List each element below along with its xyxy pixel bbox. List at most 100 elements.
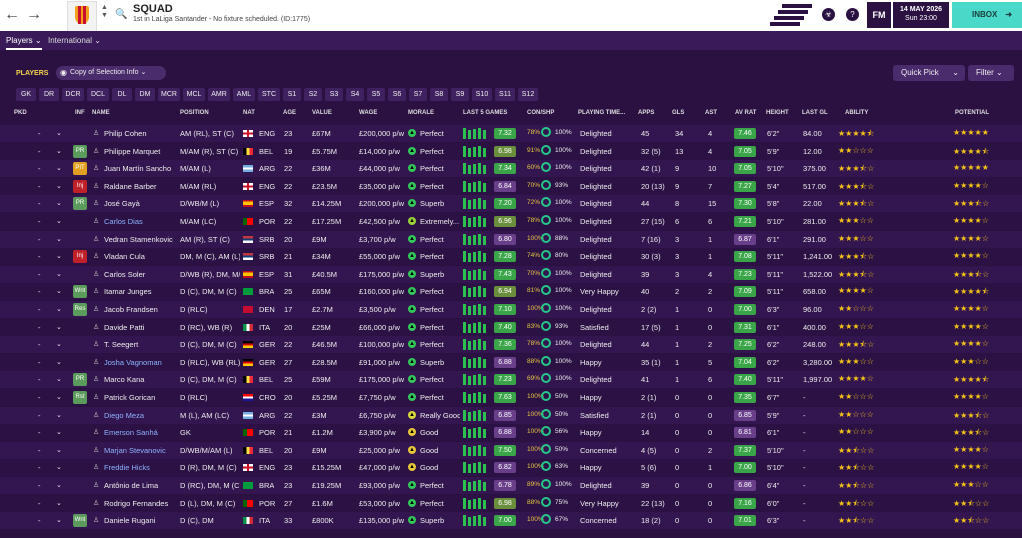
table-row[interactable]: - ⌄ ♙ Vedran Stamenkovic AM (R), ST (C) SRB 20… (0, 230, 1022, 248)
row-dropdown-icon[interactable]: ⌄ (56, 306, 62, 313)
row-dropdown-icon[interactable]: ⌄ (56, 446, 62, 454)
position-button-s12[interactable]: S12 (518, 88, 538, 101)
table-row[interactable]: - ⌄ ♙ Emerson Sanhá GK POR 21 £1.2M £3,900 p/w ▲ G… (0, 424, 1022, 442)
table-row[interactable]: - ⌄ PR ♙ Marco Kana D (C), DM, M (C) BEL 25 £59M… (0, 371, 1022, 389)
position-button-s3[interactable]: S3 (325, 88, 343, 101)
header-last5[interactable]: LAST 5 GAMES (463, 110, 508, 116)
row-dropdown-icon[interactable]: ⌄ (56, 182, 62, 190)
table-row[interactable]: - ⌄ ♙ Davide Patti D (RC), WB (R) ITA 20 £25M £6… (0, 318, 1022, 336)
header-inf[interactable]: INF (75, 110, 85, 116)
player-name[interactable]: Josha Vagnoman (104, 357, 162, 367)
row-dropdown-icon[interactable]: ⌄ (56, 130, 62, 137)
position-button-s5[interactable]: S5 (367, 88, 385, 101)
player-name[interactable]: Patrick Gorican (104, 393, 156, 402)
position-button-aml[interactable]: AML (233, 88, 255, 101)
player-name[interactable]: Antônio de Lima (104, 481, 159, 490)
row-dropdown-icon[interactable]: ⌄ (56, 429, 62, 437)
table-row[interactable]: - ⌄ ♙ Carlos Dias M/AM (LC) POR 22 £17.25M £42,5… (0, 213, 1022, 230)
position-button-amr[interactable]: AMR (208, 88, 230, 101)
help-icon[interactable]: ? (846, 8, 859, 21)
row-dropdown-icon[interactable]: ⌄ (56, 464, 62, 472)
header-nat[interactable]: NAT (243, 110, 255, 116)
table-row[interactable]: - ⌄ PR ♙ José Gayà D/WB/M (L) ESP 32 £14.25M £200… (0, 195, 1022, 213)
player-name[interactable]: José Gayà (104, 199, 140, 209)
player-name[interactable]: Diego Meza (104, 410, 145, 420)
header-height[interactable]: HEIGHT (766, 110, 789, 116)
position-button-s10[interactable]: S10 (472, 88, 492, 101)
header-value[interactable]: VALUE (312, 110, 332, 116)
club-icon[interactable]: ☣ (822, 8, 835, 21)
table-row[interactable]: - ⌄ ♙ Diego Meza M (L), AM (LC) ARG 22 £3M £6,75… (0, 406, 1022, 424)
quick-pick-button[interactable]: Quick Pick ⌄ (893, 65, 965, 81)
player-name[interactable]: Philippe Marquet (104, 146, 161, 156)
position-button-dcr[interactable]: DCR (62, 88, 84, 101)
header-av-rat[interactable]: AV RAT (735, 110, 757, 116)
filter-button[interactable]: Filter ⌄ (968, 65, 1014, 81)
date-display[interactable]: 14 MAY 2026 Sun 23:00 (893, 2, 949, 28)
position-button-s2[interactable]: S2 (304, 88, 322, 101)
tab-international[interactable]: International ⌄ (48, 36, 101, 45)
position-button-stc[interactable]: STC (258, 88, 280, 101)
row-dropdown-icon[interactable]: ⌄ (56, 270, 62, 278)
table-row[interactable]: - ⌄ Rst ♙ Patrick Gorican D (RLC) CRO 20 £5.25M £… (0, 389, 1022, 406)
inbox-button[interactable]: INBOX ➜ (952, 2, 1022, 28)
header-pkd[interactable]: PKD (14, 110, 27, 116)
position-button-s4[interactable]: S4 (346, 88, 364, 101)
player-name[interactable]: Vladan Cula (104, 252, 145, 262)
player-name[interactable]: Carlos Soler (104, 269, 146, 279)
row-dropdown-icon[interactable]: ⌄ (56, 147, 62, 155)
player-name[interactable]: Itamar Junges (104, 287, 152, 297)
search-icon[interactable]: 🔍 (115, 9, 128, 20)
player-name[interactable]: Jacob Frandsen (104, 305, 158, 314)
table-row[interactable]: - ⌄ ♙ Philip Cohen AM (RL), ST (C) ENG 23 £67M £… (0, 125, 1022, 142)
row-dropdown-icon[interactable]: ⌄ (56, 482, 62, 489)
player-name[interactable]: Davide Patti (104, 322, 145, 332)
header-apps[interactable]: APPS (638, 110, 655, 116)
position-button-s8[interactable]: S8 (430, 88, 448, 101)
back-arrow-icon[interactable]: ← (4, 6, 20, 23)
row-dropdown-icon[interactable]: ⌄ (56, 358, 62, 366)
player-name[interactable]: Carlos Dias (104, 217, 143, 226)
header-potential[interactable]: POTENTIAL (955, 110, 989, 116)
position-button-s6[interactable]: S6 (388, 88, 406, 101)
player-name[interactable]: Freddie Hicks (104, 463, 150, 473)
view-selector[interactable]: ◉ Copy of Selection Info ⌄ (56, 66, 166, 80)
header-name[interactable]: NAME (92, 110, 110, 116)
table-row[interactable]: - ⌄ Wnt ♙ Daniele Rugani D (C), DM ITA 33 £800K £… (0, 512, 1022, 530)
position-button-dcl[interactable]: DCL (87, 88, 109, 101)
player-name[interactable]: Philip Cohen (104, 129, 147, 138)
position-button-mcr[interactable]: MCR (158, 88, 180, 101)
position-button-gk[interactable]: GK (16, 88, 36, 101)
player-name[interactable]: Rodrigo Fernandes (104, 498, 169, 508)
row-dropdown-icon[interactable]: ⌄ (56, 218, 62, 225)
fm-menu-button[interactable]: FM (867, 2, 891, 28)
player-name[interactable]: Emerson Sanhá (104, 428, 158, 438)
chevron-updown-icon[interactable]: ▲ ▼ (101, 4, 108, 19)
player-name[interactable]: Vedran Stamenkovic (104, 234, 173, 244)
header-age[interactable]: AGE (283, 110, 297, 116)
header-ast[interactable]: AST (705, 110, 717, 116)
table-row[interactable]: - ⌄ Inj ♙ Vladan Cula DM, M (C), AM (L) SRB 21 £… (0, 248, 1022, 266)
table-row[interactable]: - ⌄ ♙ Marjan Stevanovic D/WB/M/AM (L) BEL 20 £9… (0, 441, 1022, 459)
table-row[interactable]: - ⌄ ♙ Carlos Soler D/WB (R), DM, M/... ESP 31 £… (0, 265, 1022, 283)
row-dropdown-icon[interactable]: ⌄ (56, 323, 62, 331)
player-name[interactable]: Raldane Barber (104, 181, 157, 191)
header-last-gl[interactable]: LAST GL (802, 110, 828, 116)
table-row[interactable]: - ⌄ ♙ T. Seegert D (C), DM, M (C) GER 22 £46.5M… (0, 336, 1022, 354)
position-button-s11[interactable]: S11 (495, 88, 515, 101)
row-dropdown-icon[interactable]: ⌄ (56, 253, 62, 261)
header-ability[interactable]: ABILITY (845, 110, 869, 116)
table-row[interactable]: - ⌄ Wnt ♙ Itamar Junges D (C), DM, M (C) BRA 25… (0, 283, 1022, 301)
header-wage[interactable]: WAGE (359, 110, 378, 116)
position-button-mcl[interactable]: MCL (183, 88, 205, 101)
player-name[interactable]: Marjan Stevanovic (104, 445, 166, 455)
forward-arrow-icon[interactable]: → (26, 6, 42, 23)
header-playing-time[interactable]: PLAYING TIME... (578, 110, 626, 116)
table-row[interactable]: - ⌄ ♙ Antônio de Lima D (RC), DM, M (C) BRA 23… (0, 477, 1022, 494)
row-dropdown-icon[interactable]: ⌄ (56, 288, 62, 296)
row-dropdown-icon[interactable]: ⌄ (56, 517, 62, 525)
row-dropdown-icon[interactable]: ⌄ (56, 235, 62, 243)
table-row[interactable]: - ⌄ Res ♙ Jacob Frandsen D (RLC) DEN 17 £2.7M £3,… (0, 301, 1022, 318)
row-dropdown-icon[interactable]: ⌄ (56, 200, 62, 208)
player-name[interactable]: T. Seegert (104, 340, 139, 350)
